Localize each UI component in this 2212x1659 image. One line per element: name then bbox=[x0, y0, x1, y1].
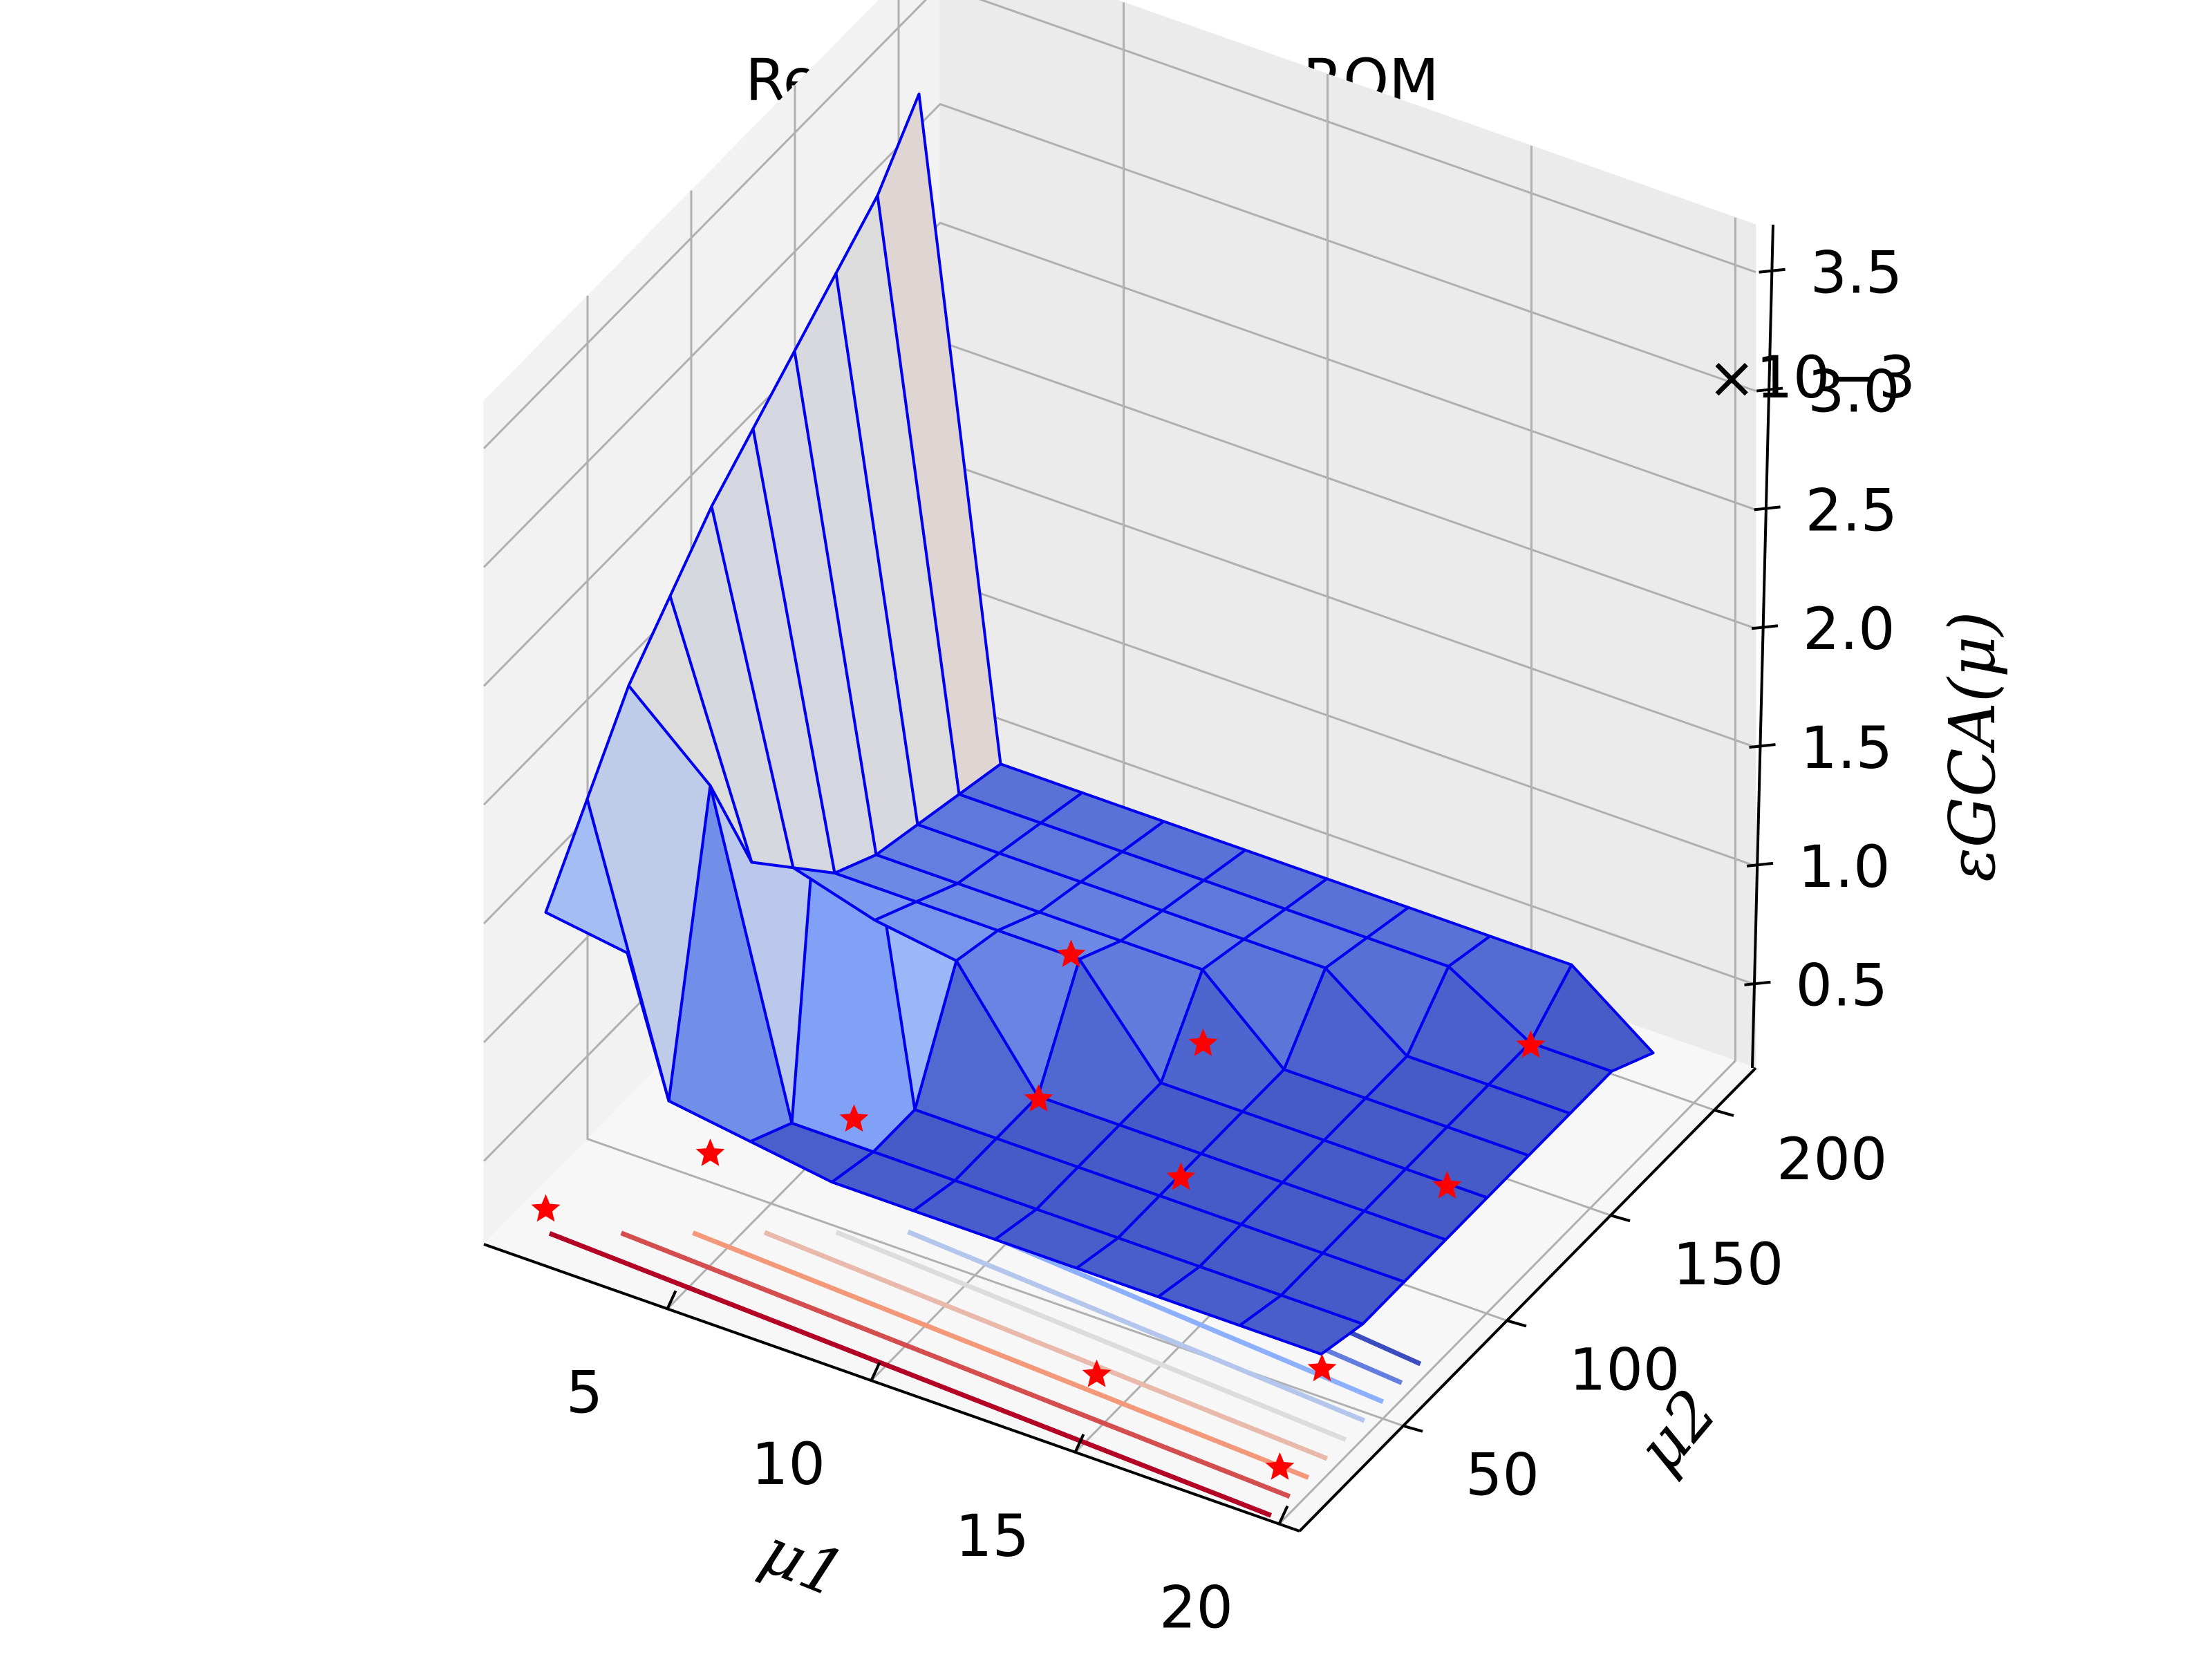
z-tick-label: 2.5 bbox=[1806, 476, 1898, 544]
z-tick-label: 1.5 bbox=[1801, 714, 1893, 782]
y-gridline bbox=[586, 295, 1404, 1427]
z-offset-text: ×10−3 bbox=[1707, 344, 1915, 411]
surface-face bbox=[876, 92, 1002, 796]
contour-line bbox=[692, 1230, 1310, 1480]
z-axis-line bbox=[1751, 224, 1774, 1069]
x-tick bbox=[1277, 1505, 1289, 1525]
z-tick-label: 2.0 bbox=[1803, 595, 1895, 663]
sample-markers bbox=[531, 939, 1546, 1480]
sample-marker bbox=[1432, 1171, 1462, 1199]
z-tick bbox=[1751, 624, 1779, 630]
sample-marker bbox=[839, 1104, 869, 1132]
contour-line bbox=[763, 1230, 1329, 1461]
z-tick bbox=[1759, 268, 1785, 274]
sample-marker bbox=[1166, 1162, 1196, 1190]
sample-marker bbox=[531, 1194, 561, 1222]
x-gridline bbox=[1278, 217, 1736, 1525]
axis-lines bbox=[483, 224, 1785, 1533]
y-tick bbox=[1403, 1424, 1423, 1433]
x-tick bbox=[1074, 1434, 1085, 1453]
contour-line bbox=[907, 1229, 1366, 1423]
z-gridline bbox=[482, 102, 1756, 568]
z-tick bbox=[1756, 386, 1783, 393]
sample-marker bbox=[1082, 1359, 1112, 1387]
sample-marker bbox=[695, 1138, 725, 1166]
z-tick bbox=[1754, 505, 1781, 512]
x-tick bbox=[870, 1362, 881, 1381]
sample-marker bbox=[1024, 1084, 1053, 1112]
contour-line bbox=[548, 1230, 1273, 1518]
contour-line bbox=[835, 1230, 1347, 1442]
tick-labels: 5 10 15 20 50 100 150 200 0.5 1.0 1.5 2.0 2.5 3.0 3.5 bbox=[566, 239, 1902, 1642]
x-tick bbox=[666, 1290, 677, 1310]
z-tick bbox=[1744, 980, 1771, 986]
z-axis-label: εGCA(μ) bbox=[1936, 611, 2009, 881]
surface bbox=[544, 92, 1655, 1356]
y-tick-label: 150 bbox=[1673, 1230, 1783, 1298]
z-tick bbox=[1746, 861, 1774, 868]
sample-marker bbox=[1516, 1030, 1546, 1058]
z-tick-label: 0.5 bbox=[1796, 952, 1888, 1020]
y-tick-label: 100 bbox=[1569, 1336, 1680, 1404]
z-tick bbox=[1749, 743, 1776, 749]
z-gridline bbox=[482, 221, 1756, 687]
y-tick-label: 50 bbox=[1465, 1441, 1539, 1509]
y-tick bbox=[1714, 1108, 1734, 1117]
y-tick bbox=[1506, 1319, 1527, 1328]
x-tick-label: 20 bbox=[1159, 1574, 1233, 1642]
x-axis-label: μ1 bbox=[751, 1513, 855, 1613]
x-tick-label: 15 bbox=[955, 1502, 1029, 1570]
sample-marker bbox=[1188, 1028, 1218, 1056]
contour-line bbox=[620, 1230, 1291, 1499]
z-tick-label: 3.5 bbox=[1810, 239, 1903, 307]
y-axis-line bbox=[1298, 1067, 1757, 1533]
z-tick-label: 3.0 bbox=[1808, 358, 1900, 426]
y-tick-label: 200 bbox=[1777, 1125, 1887, 1193]
sample-marker bbox=[1265, 1452, 1295, 1480]
x-tick-label: 10 bbox=[751, 1430, 825, 1498]
z-gridline bbox=[482, 0, 1756, 449]
y-tick bbox=[1610, 1214, 1631, 1223]
sample-marker bbox=[1307, 1353, 1337, 1382]
sample-marker bbox=[1056, 939, 1086, 967]
x-tick-label: 5 bbox=[566, 1358, 603, 1426]
z-tick-label: 1.0 bbox=[1798, 833, 1891, 901]
x-axis-line bbox=[483, 1243, 1300, 1533]
